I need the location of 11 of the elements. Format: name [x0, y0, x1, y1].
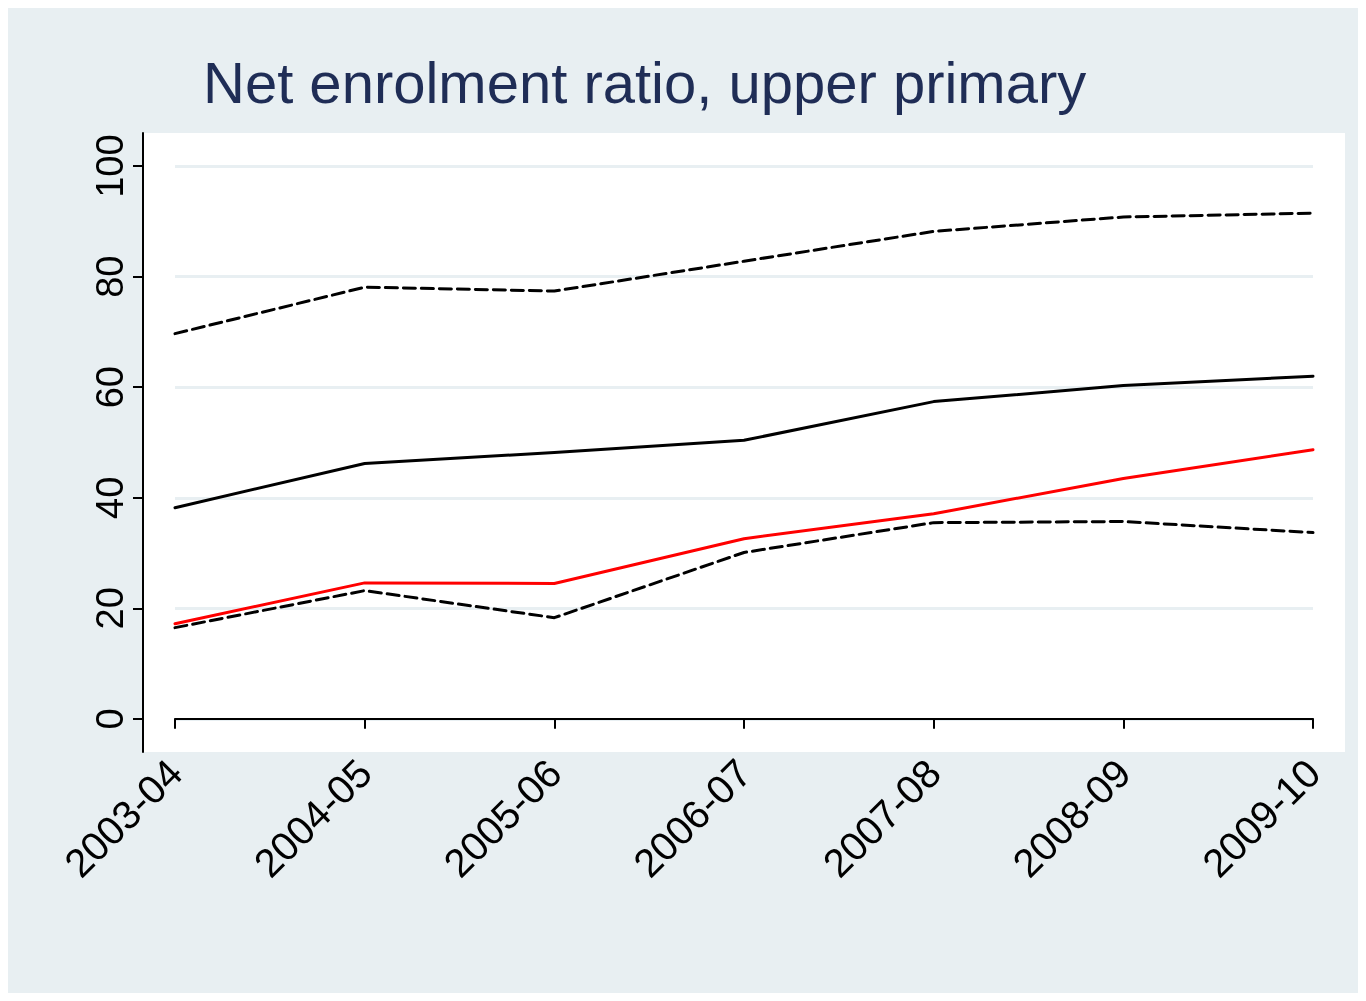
line-series [173, 374, 1315, 510]
y-tick-label: 80 [89, 255, 131, 298]
y-tick-label: 100 [89, 134, 131, 198]
line-series [173, 211, 1315, 336]
line-series [173, 520, 1315, 630]
line-series [173, 448, 1315, 626]
y-tick-label: 60 [89, 366, 131, 409]
y-tick-label: 20 [89, 587, 131, 630]
y-tick-label: 40 [89, 476, 131, 519]
y-tick-label: 0 [89, 708, 131, 730]
chart-title: Net enrolment ratio, upper primary [203, 49, 1087, 115]
